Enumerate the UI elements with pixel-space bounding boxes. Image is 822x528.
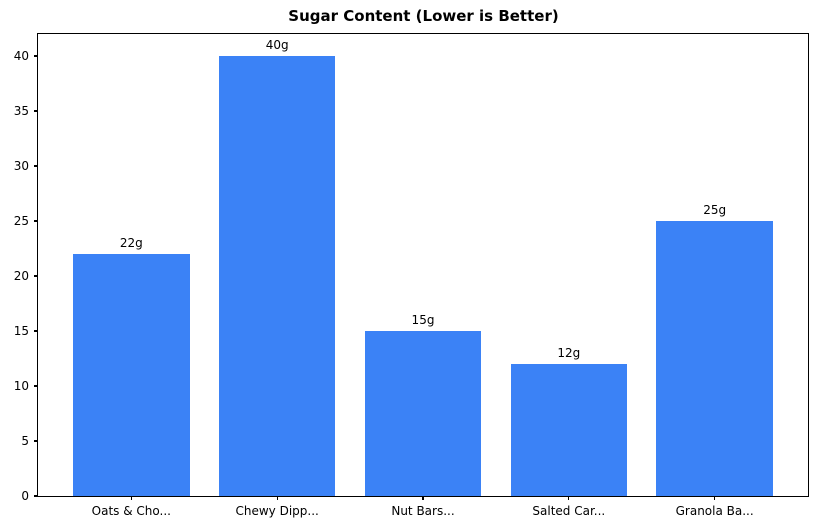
bar-1 [73,254,190,496]
y-axis-tick-label: 40 [13,49,29,63]
bar-value-label: 25g [703,203,727,217]
y-axis-tick-mark [34,55,38,57]
chart-title: Sugar Content (Lower is Better) [288,7,559,25]
x-axis-category-label: Nut Bars... [391,504,455,518]
x-axis-category-label: Salted Car... [532,504,606,518]
bar-4 [510,364,628,496]
x-axis-tick-mark [714,496,716,500]
y-axis-tick-label: 10 [13,379,29,393]
x-axis-tick-mark [568,496,570,500]
y-axis-tick-mark [34,495,38,497]
y-axis-tick-label: 20 [13,269,29,283]
y-axis-tick-mark [34,110,38,112]
plot-area: 0 5 10 15 20 25 30 35 40 22g Oats & Cho... 40g Chewy… [14,33,809,518]
bar-2 [218,56,336,496]
bar-value-label: 22g [119,236,143,251]
y-axis-tick-label: 35 [13,104,29,118]
y-axis-tick-mark [34,385,38,387]
bar-value-label: 15g [411,313,435,327]
bar-value-label: 40g [265,38,289,52]
y-axis-tick-label: 30 [13,159,29,173]
y-axis-tick-label: 0 [21,489,29,503]
x-axis-category-label: Chewy Dipp... [235,504,319,518]
x-axis-category-label: Granola Ba... [675,504,754,518]
y-axis-tick-mark [34,220,38,222]
y-axis-tick-mark [34,165,38,167]
y-axis-tick-label: 25 [13,214,29,228]
bar-value-label: 12g [557,346,581,361]
y-axis-tick-mark [34,330,38,332]
x-axis-tick-mark [276,496,278,500]
y-axis-tick-label: 15 [13,324,29,338]
bar-3 [364,331,482,496]
bar-5 [656,221,773,496]
y-axis-tick-mark [34,440,38,442]
y-axis-tick-mark [34,275,38,277]
x-axis-tick-mark [130,496,132,500]
y-axis-tick-label: 5 [21,434,29,448]
x-axis-category-label: Oats & Cho... [91,504,171,518]
x-axis-tick-mark [422,496,424,500]
